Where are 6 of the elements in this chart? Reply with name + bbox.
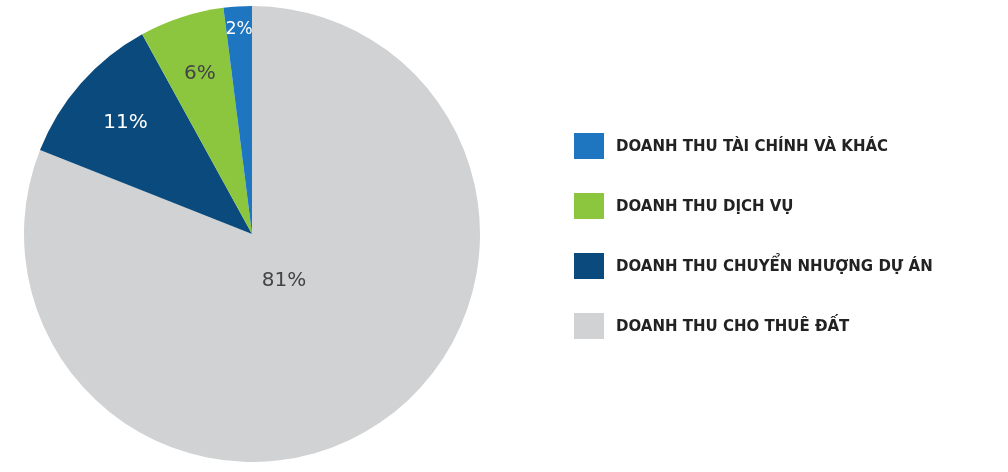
- data-label: 2%: [225, 17, 253, 38]
- legend-label: DOANH THU TÀI CHÍNH VÀ KHÁC: [616, 137, 889, 155]
- legend-label: DOANH THU DỊCH VỤ: [616, 197, 794, 215]
- data-label: 6%: [184, 59, 216, 84]
- data-label: 81%: [261, 267, 307, 292]
- data-label: 11%: [103, 108, 148, 133]
